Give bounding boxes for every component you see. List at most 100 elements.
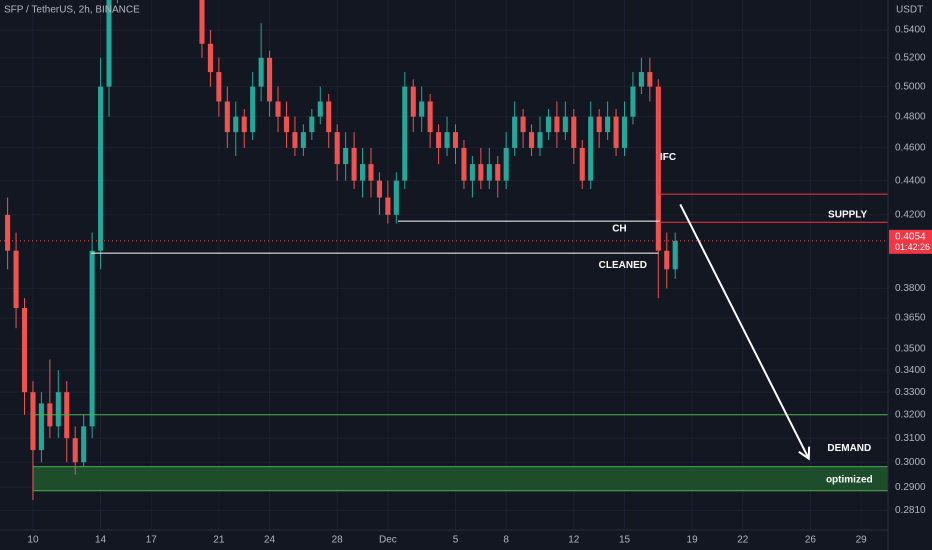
x-tick-label: 24 <box>264 535 276 546</box>
candle-body <box>419 101 425 117</box>
candle-body <box>469 164 475 181</box>
candle-body <box>486 164 492 181</box>
candle-body <box>207 43 213 73</box>
candle-body <box>38 403 44 451</box>
y-tick-label: 0.4200 <box>895 209 926 220</box>
x-tick-label: 26 <box>805 535 817 546</box>
candle-body <box>368 164 374 181</box>
candle-body <box>503 147 509 181</box>
candle-body <box>630 86 636 117</box>
y-tick-label: 0.2900 <box>895 482 926 493</box>
y-tick-label: 0.3200 <box>895 409 926 420</box>
candle-body <box>385 197 391 215</box>
candle-body <box>241 116 247 133</box>
candle-body <box>621 116 628 148</box>
candle-body <box>647 72 653 87</box>
y-tick-label: 0.4400 <box>895 175 926 186</box>
x-tick-label: 10 <box>27 535 39 546</box>
candle-body <box>520 116 526 133</box>
y-tick-label: 0.4800 <box>895 111 926 122</box>
candle-body <box>30 392 36 451</box>
candle-body <box>436 132 442 148</box>
y-tick-label: 0.5200 <box>895 52 926 63</box>
candle-body <box>605 116 611 133</box>
candle-body <box>495 164 501 181</box>
y-tick-label: 0.2810 <box>895 505 926 516</box>
candle-body <box>233 116 239 133</box>
x-tick-label: 12 <box>568 535 580 546</box>
candle-body <box>72 438 78 463</box>
axes: 0.5400 0.5200 0.5000 0.4800 0.4600 0.4400 0.42… <box>27 25 926 546</box>
x-tick-label: 5 <box>453 535 459 546</box>
candle-body <box>613 116 619 148</box>
candle-body <box>461 147 467 181</box>
candle-body <box>317 101 323 117</box>
candle-body <box>571 116 577 148</box>
candle-body <box>5 214 11 251</box>
y-tick-label: 0.3300 <box>895 387 926 398</box>
annotation: CLEANED <box>599 260 647 271</box>
candle-body <box>267 57 273 102</box>
candle-body <box>444 132 450 148</box>
candle-body <box>588 116 594 181</box>
candle-body <box>402 86 408 181</box>
candle-body <box>410 86 416 117</box>
candle-body <box>537 132 543 148</box>
zone <box>32 466 888 492</box>
candle-body <box>98 86 104 251</box>
x-tick-label: 28 <box>332 535 344 546</box>
x-tick-label: 8 <box>503 535 509 546</box>
candle-body <box>300 132 306 148</box>
annotation: CH <box>612 224 626 235</box>
candle-body <box>478 164 484 181</box>
x-tick-label: 21 <box>213 535 225 546</box>
annotation: DEMAND <box>827 443 871 454</box>
candle-body <box>427 101 433 133</box>
candle-body <box>250 86 256 133</box>
candle-body <box>579 147 585 181</box>
candle-body <box>562 116 568 133</box>
plot <box>0 0 888 500</box>
candle-body <box>360 164 366 181</box>
grid <box>0 0 888 530</box>
candle-body <box>638 72 644 87</box>
candle-body <box>672 240 678 270</box>
candle-body <box>216 72 222 102</box>
candle-body <box>545 116 551 133</box>
x-tick-label: 19 <box>687 535 699 546</box>
x-tick-label: Dec <box>379 535 397 546</box>
x-tick-label: 15 <box>619 535 631 546</box>
arrow <box>679 203 811 461</box>
chart-title: SFP / TetherUS, 2h, BINANCE <box>4 5 140 16</box>
x-tick-label: 17 <box>146 535 158 546</box>
candle-body <box>13 250 19 309</box>
candle-body <box>334 132 340 165</box>
y-tick-label: 0.5000 <box>895 81 926 92</box>
candle-body <box>81 426 87 463</box>
x-tick-label: 29 <box>856 535 868 546</box>
last-price-label: 0.4054 <box>895 231 926 242</box>
candle-body <box>512 116 518 148</box>
annotation: SUPPLY <box>828 209 867 220</box>
candle-body <box>21 308 28 393</box>
candle-body <box>258 57 264 87</box>
candle-body <box>393 180 399 215</box>
candle-body <box>664 250 670 270</box>
candle-body <box>376 180 382 198</box>
y-tick-label: 0.3650 <box>895 313 926 324</box>
candle-body <box>343 147 349 165</box>
candle-body <box>326 101 332 133</box>
annotation: optimized <box>826 475 873 486</box>
candle-body <box>309 116 315 133</box>
candle-body <box>554 116 560 133</box>
y-tick-label: 0.4600 <box>895 143 926 154</box>
countdown-label: 01:42:26 <box>895 242 930 252</box>
candle-body <box>283 116 290 133</box>
y-tick-label: 0.3000 <box>895 457 926 468</box>
last-price-tag <box>889 229 932 254</box>
y-tick-label: 0.3400 <box>895 365 926 376</box>
candle-body <box>292 132 298 148</box>
candle-body <box>89 250 95 427</box>
